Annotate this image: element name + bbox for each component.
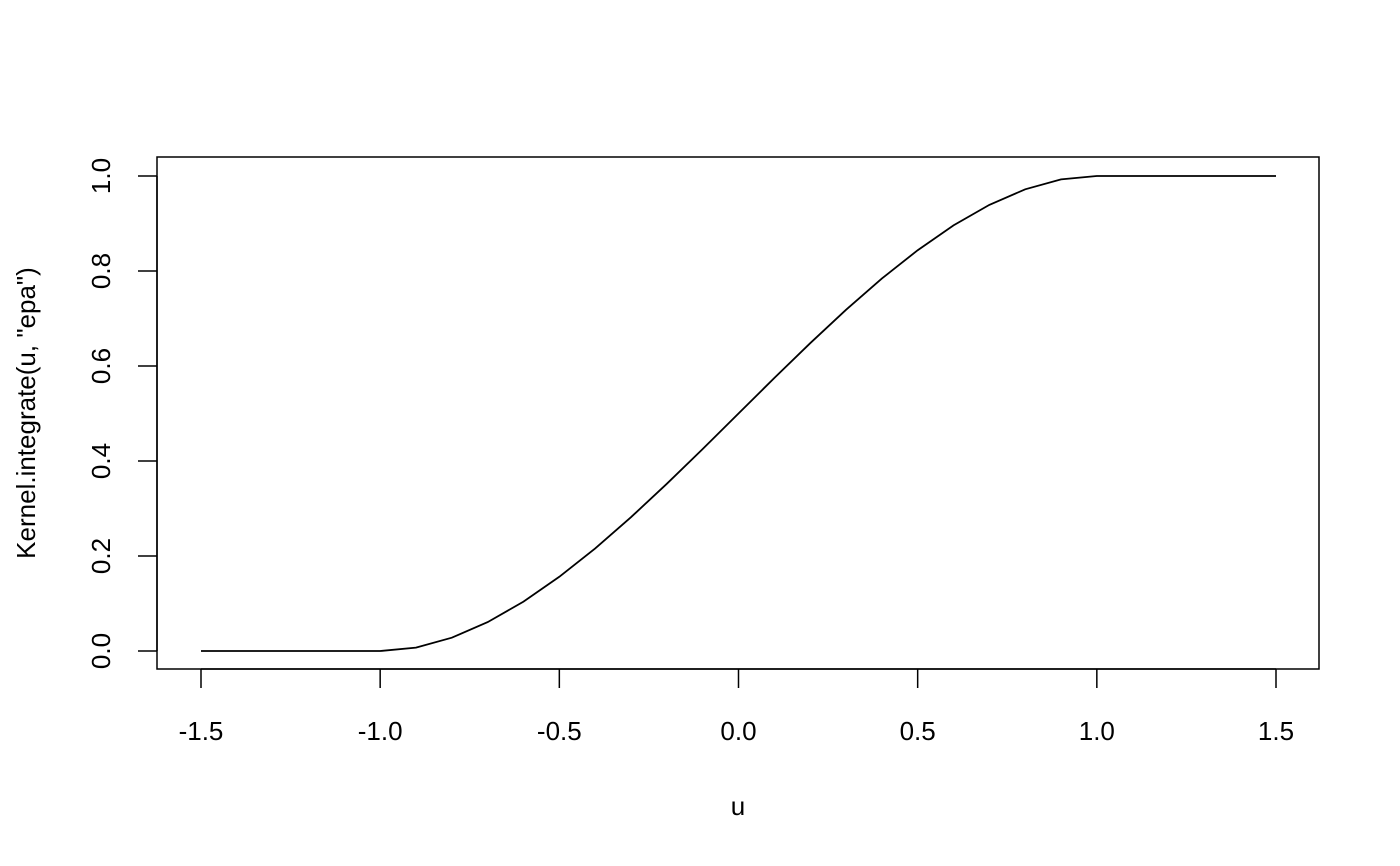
y-axis-label: Kernel.integrate(u, "epa") xyxy=(11,267,41,559)
y-axis: 0.0 0.2 0.4 0.6 0.8 1.0 xyxy=(86,158,158,669)
y-tick-label: 0.8 xyxy=(86,253,116,289)
x-tick-label: -0.5 xyxy=(537,716,582,746)
x-tick-label: 1.0 xyxy=(1079,716,1115,746)
x-tick-label: 0.5 xyxy=(900,716,936,746)
series-line xyxy=(201,175,1276,652)
y-tick-label: 0.4 xyxy=(86,443,116,479)
x-tick-label: -1.0 xyxy=(358,716,403,746)
x-axis: -1.5 -1.0 -0.5 0.0 0.5 1.0 1.5 xyxy=(179,668,1294,746)
y-tick-label: 1.0 xyxy=(86,158,116,194)
y-tick-label: 0.0 xyxy=(86,633,116,669)
x-axis-label: u xyxy=(731,791,745,821)
x-tick-label: -1.5 xyxy=(179,716,224,746)
y-tick-label: 0.6 xyxy=(86,348,116,384)
x-tick-label: 1.5 xyxy=(1258,716,1294,746)
y-tick-label: 0.2 xyxy=(86,538,116,574)
x-tick-label: 0.0 xyxy=(720,716,756,746)
